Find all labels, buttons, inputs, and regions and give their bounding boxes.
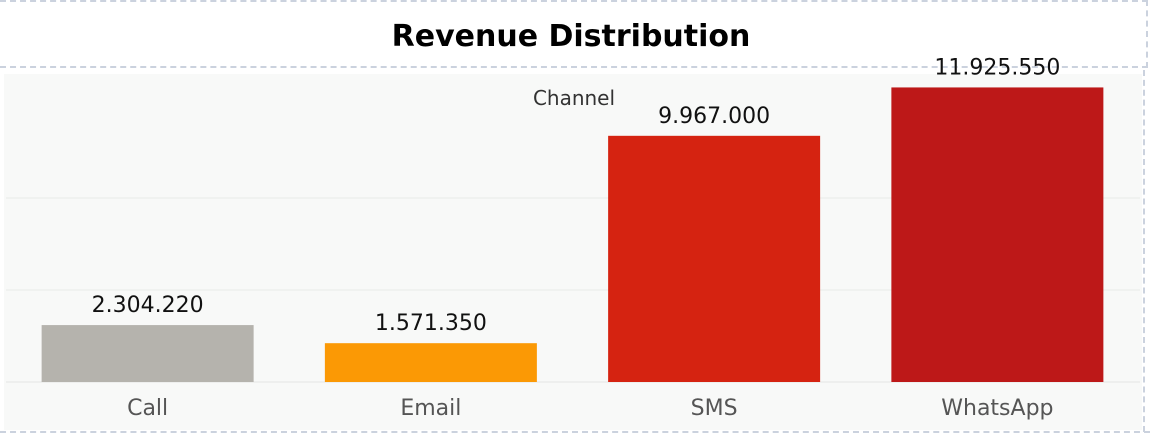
panel-bottom-border — [0, 431, 1150, 433]
bar-whatsapp[interactable] — [891, 87, 1104, 383]
category-label: SMS — [691, 396, 738, 421]
category-label: Email — [400, 396, 461, 421]
bar-sms[interactable] — [608, 135, 821, 382]
value-label: 1.571.350 — [375, 311, 487, 336]
value-label: 2.304.220 — [92, 293, 204, 318]
bars — [41, 87, 1104, 383]
category-label: WhatsApp — [941, 396, 1053, 421]
category-label: Call — [127, 396, 168, 421]
value-label: 9.967.000 — [658, 104, 770, 129]
title-bar: Revenue Distribution — [0, 0, 1148, 68]
channel-header: Channel — [533, 86, 615, 110]
chart-title: Revenue Distribution — [391, 18, 751, 54]
category-labels: Call Email SMS WhatsApp — [127, 396, 1053, 421]
bar-call[interactable] — [41, 325, 254, 382]
value-labels: 2.304.220 1.571.350 9.967.000 11.925.550 — [92, 55, 1061, 336]
bar-email[interactable] — [324, 343, 537, 382]
panel-right-border — [1143, 70, 1145, 432]
value-label: 11.925.550 — [934, 55, 1060, 80]
